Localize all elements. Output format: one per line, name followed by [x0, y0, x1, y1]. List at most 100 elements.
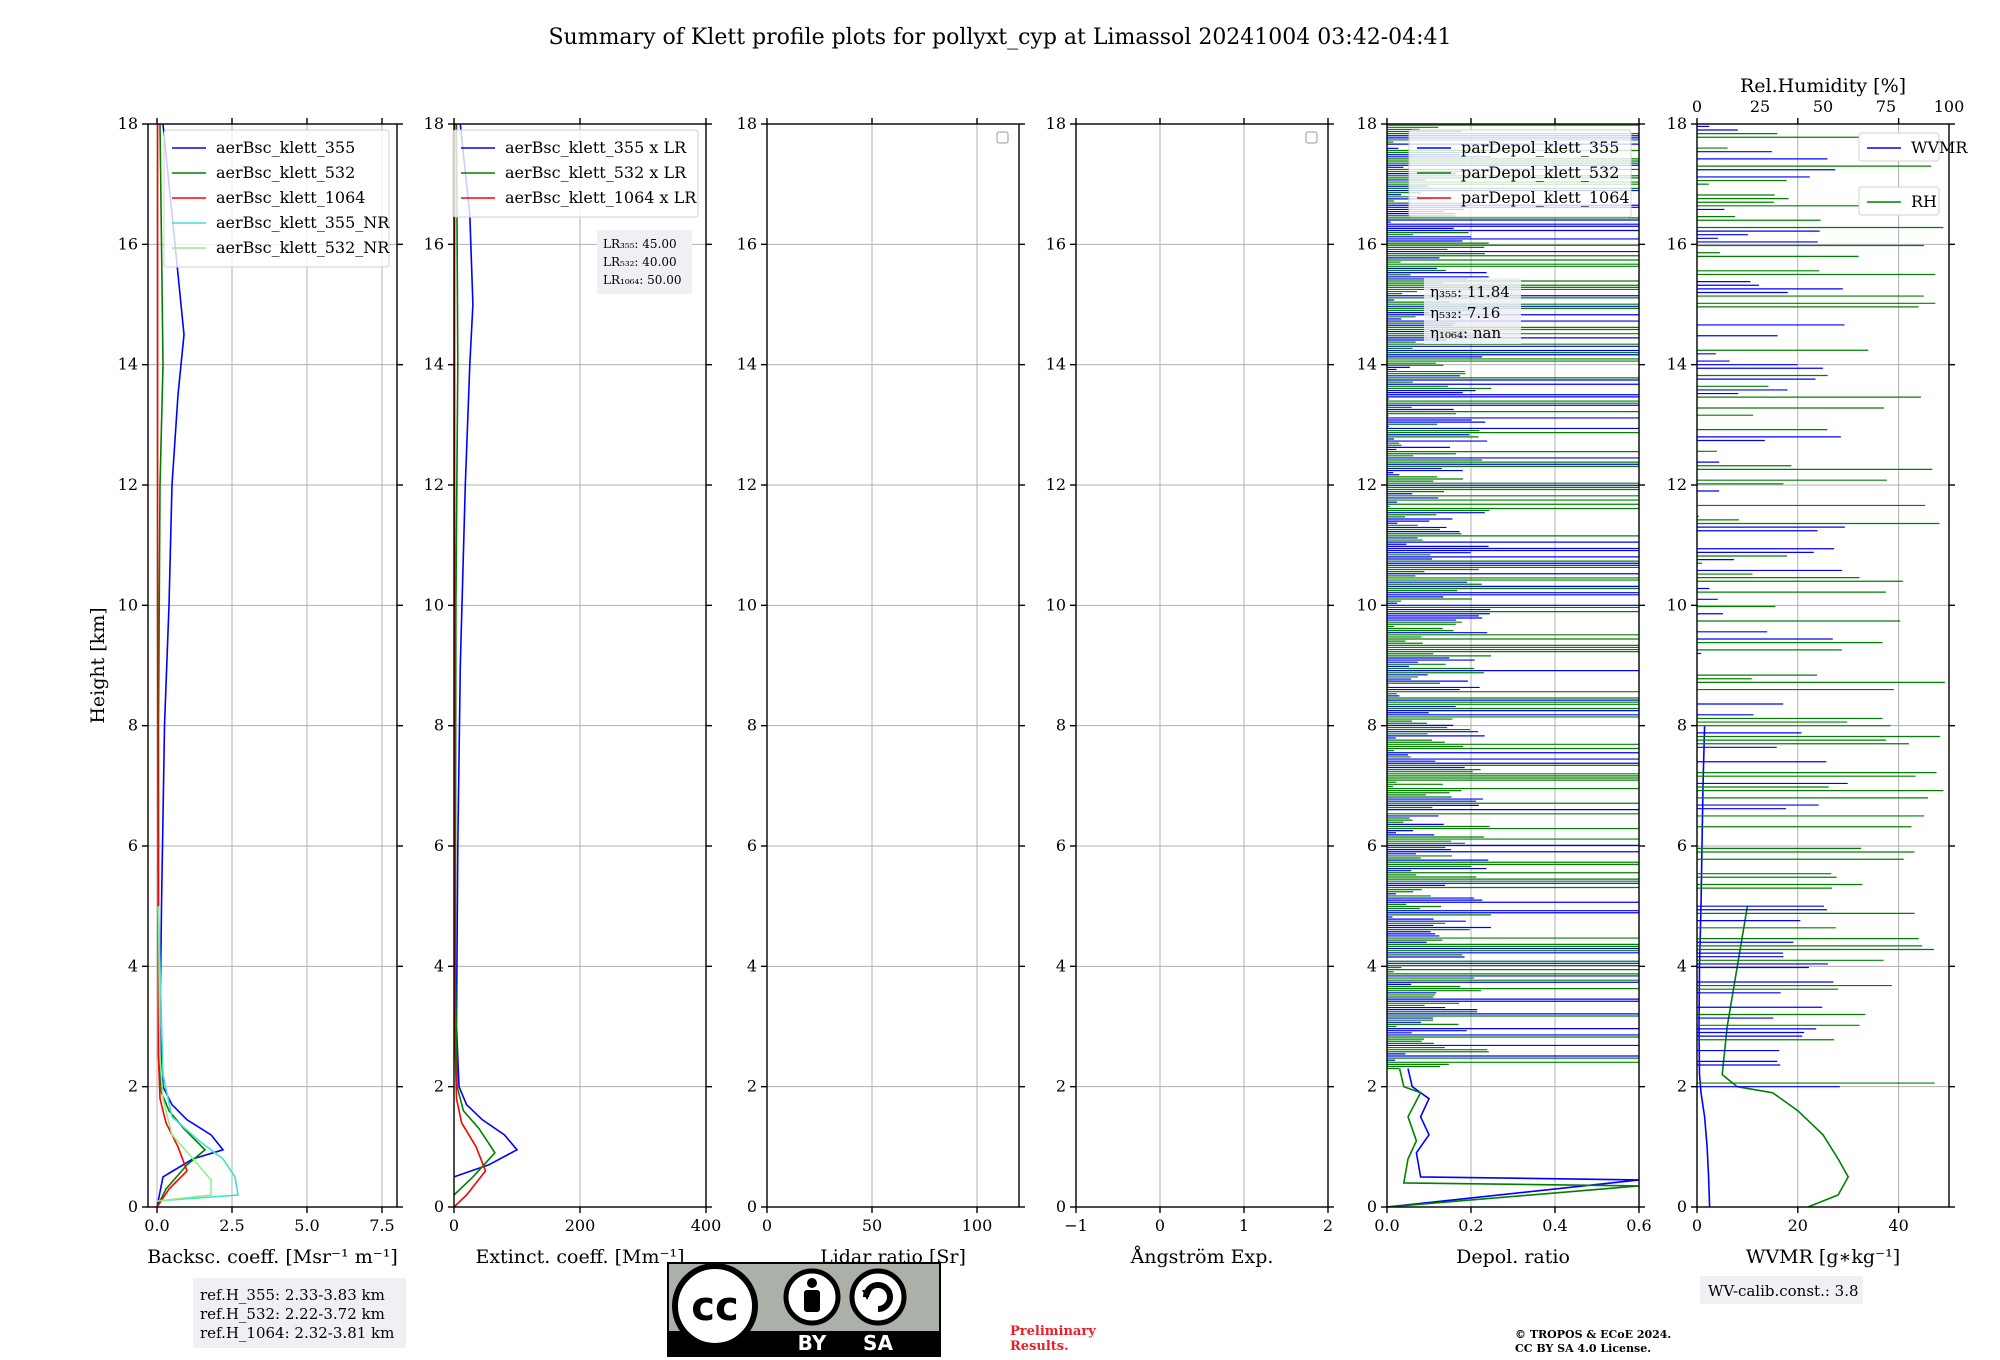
series-aerBsc_klett_532	[156, 123, 207, 1208]
y-tick-label: 8	[1367, 716, 1377, 735]
y-tick-label: 18	[737, 114, 757, 133]
legend-label: aerBsc_klett_1064	[216, 188, 365, 207]
eta-1064: η₁₀₆₄: nan	[1430, 324, 1501, 342]
y-tick-label: 16	[1046, 234, 1066, 253]
series-RH	[1721, 906, 1850, 1208]
legend-label: aerBsc_klett_1064 x LR	[505, 188, 697, 207]
x-axis-label: Ångström Exp.	[1130, 1246, 1274, 1268]
legend-label: parDepol_klett_532	[1461, 163, 1619, 182]
sa-arrow-icon	[863, 1282, 893, 1312]
y-tick-label: 14	[118, 355, 138, 374]
cc-license-badge[interactable]: cc BY SA	[667, 1262, 941, 1357]
preliminary-line-1: Preliminary	[1010, 1324, 1096, 1339]
eta-532: η₅₃₂: 7.16	[1430, 304, 1500, 322]
y-tick-label: 8	[128, 716, 138, 735]
y-tick-label: 10	[1357, 595, 1377, 614]
x-tick-label: 0.4	[1542, 1216, 1567, 1235]
series-aerBsc_klett_532_NR	[156, 906, 212, 1202]
copyright-line-1: © TROPOS & ECoE 2024.	[1515, 1328, 1671, 1341]
legend-box	[452, 129, 699, 218]
legend-label: RH	[1911, 192, 1937, 211]
x-tick-label: 7.5	[369, 1216, 394, 1235]
person-body-icon	[804, 1290, 820, 1312]
legend-label: aerBsc_klett_355 x LR	[505, 138, 687, 157]
lidar-ratio-box: LR₃₅₅: 45.00 LR₅₃₂: 40.00 LR₁₀₆₄: 50.00	[597, 230, 692, 294]
y-tick-label: 0	[747, 1197, 757, 1216]
panel-backscatter: 0 2 4 6 8 10 12 14 16 18 0.0 2.5 5.0 7.5 Backsc. coeff…	[87, 114, 403, 1268]
top-x-tick-label: 0	[1692, 97, 1702, 116]
series-aerBsc_klett_355_NR	[156, 906, 239, 1202]
y-tick-label: 0	[1677, 1197, 1687, 1216]
top-x-tick-label: 50	[1813, 97, 1833, 116]
y-tick-label: 2	[128, 1077, 138, 1096]
series-group	[453, 123, 519, 1208]
y-tick-label: 14	[1046, 355, 1066, 374]
y-tick-label: 18	[118, 114, 138, 133]
ref-height-box-bg	[193, 1278, 406, 1348]
person-head-icon	[807, 1278, 817, 1288]
y-tick-label: 16	[424, 234, 444, 253]
y-tick-label: 10	[737, 595, 757, 614]
legend-label: parDepol_klett_1064	[1461, 188, 1630, 207]
lr-532: LR₅₃₂: 40.00	[603, 255, 677, 269]
eta-box: η₃₅₅: 11.84 η₅₃₂: 7.16 η₁₀₆₄: nan	[1424, 278, 1521, 344]
x-axis-label: WVMR [g∗kg⁻¹]	[1746, 1246, 1900, 1268]
x-axis-label: Depol. ratio	[1456, 1246, 1570, 1268]
y-tick-label: 6	[747, 836, 757, 855]
preliminary-line-2: Results.	[1010, 1339, 1069, 1354]
top-x-tick-label: 100	[1934, 97, 1965, 116]
y-tick-label: 18	[1357, 114, 1377, 133]
wv-calib-const: WV-calib.const.: 3.8	[1708, 1282, 1859, 1300]
y-tick-label: 10	[1667, 595, 1687, 614]
y-tick-label: 6	[1056, 836, 1066, 855]
y-tick-label: 0	[1056, 1197, 1066, 1216]
legend-box	[1858, 186, 1940, 216]
y-tick-label: 12	[1046, 475, 1066, 494]
y-tick-label: 14	[1667, 355, 1687, 374]
y-tick-label: 2	[1677, 1077, 1687, 1096]
x-tick-label: 2	[1323, 1216, 1333, 1235]
wv-calib-box: WV-calib.const.: 3.8	[1700, 1276, 1863, 1304]
ref-height-532: ref.H_532: 2.22-3.72 km	[200, 1305, 385, 1323]
y-tick-label: 0	[128, 1197, 138, 1216]
y-tick-label: 2	[1367, 1077, 1377, 1096]
copyright-line-2: CC BY SA 4.0 License.	[1515, 1342, 1651, 1355]
lr-1064: LR₁₀₆₄: 50.00	[603, 273, 681, 287]
y-tick-label: 10	[424, 595, 444, 614]
x-tick-label: 0	[449, 1216, 459, 1235]
x-tick-label: 0.2	[1458, 1216, 1483, 1235]
x-tick-label: −1	[1064, 1216, 1088, 1235]
y-tick-label: 12	[118, 475, 138, 494]
sa-arrowhead-icon	[862, 1290, 872, 1300]
y-tick-label: 14	[424, 355, 444, 374]
axes-frame	[766, 123, 1020, 1208]
y-tick-label: 16	[1667, 234, 1687, 253]
y-tick-label: 14	[737, 355, 757, 374]
panel-depolarization: 0 2 4 6 8 10 12 14 16 18 0.0 0.2 0.4 0.6 Depol. ratio p…	[1357, 114, 1652, 1268]
figure-title: Summary of Klett profile plots for polly…	[548, 25, 1451, 50]
legend-label: aerBsc_klett_355_NR	[216, 213, 390, 232]
lr-355: LR₃₅₅: 45.00	[603, 237, 677, 251]
legend-label: aerBsc_klett_532_NR	[216, 238, 390, 257]
legend-label: aerBsc_klett_532 x LR	[505, 163, 687, 182]
axes-frame	[1386, 123, 1640, 1208]
y-tick-label: 2	[1056, 1077, 1066, 1096]
panel-wvmr-rh: 0 2 4 6 8 10 12 14 16 18 0 20 40 0 25 50 75 100 Rel.Humidi…	[1667, 75, 1969, 1268]
x-tick-label: 20	[1788, 1216, 1808, 1235]
y-tick-label: 14	[1357, 355, 1377, 374]
y-tick-label: 4	[1367, 956, 1377, 975]
series-aerBsc_klett_355 x LR	[453, 123, 519, 1178]
legend-label: parDepol_klett_355	[1461, 138, 1619, 157]
x-tick-label: 0.0	[1374, 1216, 1399, 1235]
wv-calib-box-bg	[1700, 1276, 1863, 1304]
series-group	[156, 123, 239, 1208]
x-tick-label: 1	[1239, 1216, 1249, 1235]
y-tick-label: 4	[434, 956, 444, 975]
empty-legend-box	[996, 131, 1009, 144]
x-tick-label: 200	[565, 1216, 596, 1235]
sa-share-icon	[849, 1268, 907, 1326]
x-tick-label: 0.0	[144, 1216, 169, 1235]
axes-frame	[1696, 123, 1950, 1208]
